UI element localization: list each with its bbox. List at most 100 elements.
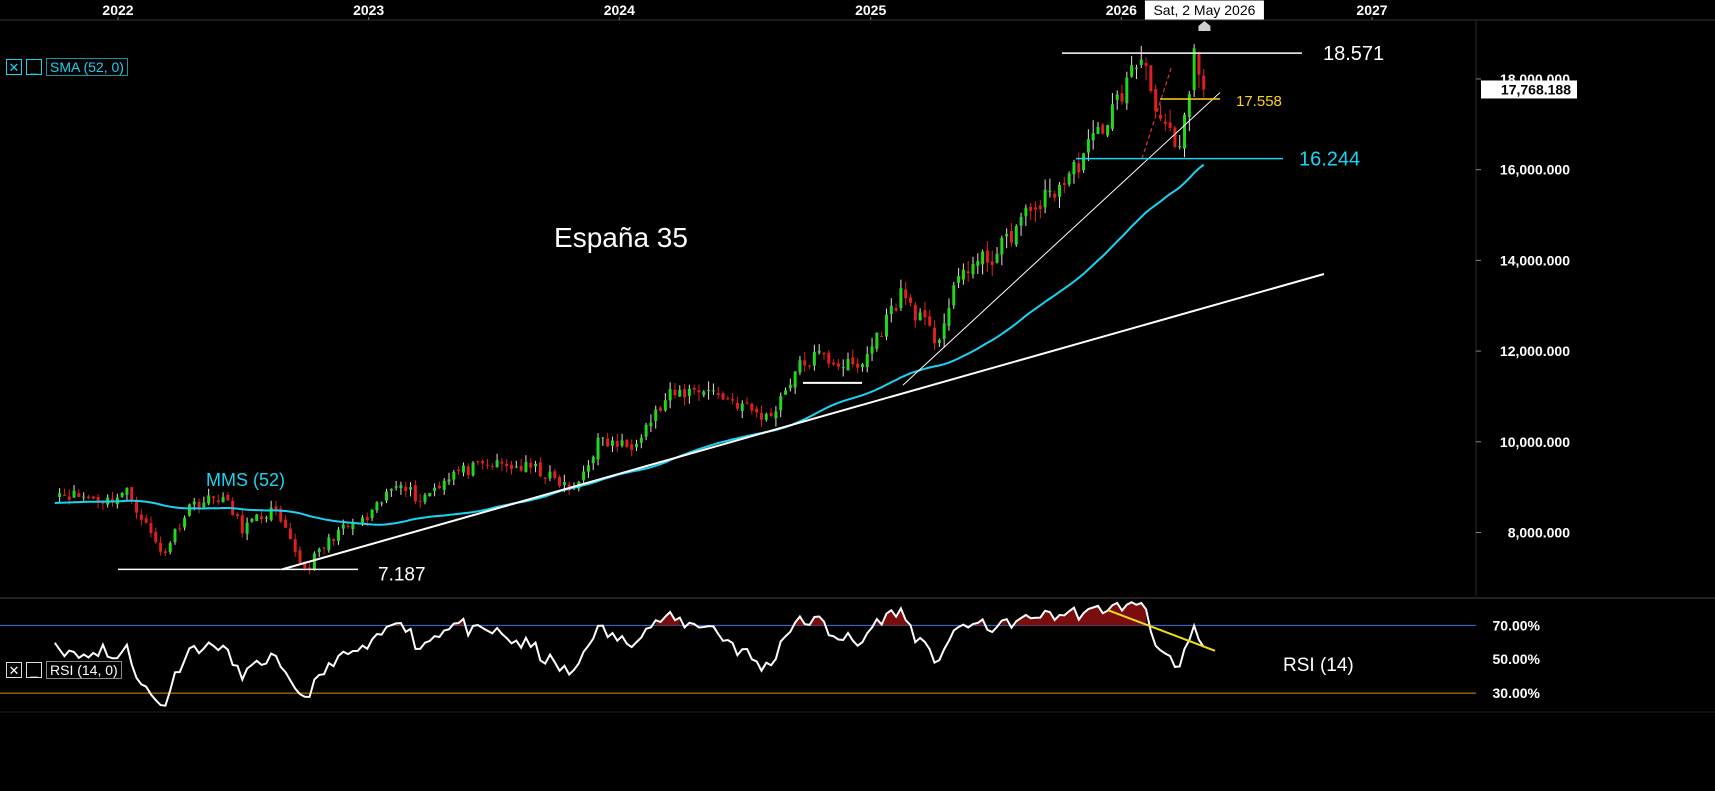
candle-body (928, 316, 932, 326)
y-tick-label: 12,000.000 (1500, 343, 1570, 359)
candle-body (1005, 233, 1009, 237)
candle-body (635, 443, 638, 448)
candle-body (894, 308, 898, 311)
candle-body (553, 471, 557, 478)
candle-body (899, 288, 903, 309)
sma-minimize-button[interactable]: _ (26, 59, 42, 75)
candle-body (67, 496, 71, 500)
candlestick-series (58, 44, 1206, 575)
candle-body (654, 409, 658, 422)
candle-body (1091, 133, 1095, 141)
candle-body (413, 485, 417, 502)
candle-body (82, 496, 86, 498)
candle-body (288, 528, 292, 540)
candle-body (327, 537, 331, 551)
candle-body (1173, 127, 1177, 147)
candle-body (678, 389, 682, 397)
candle-body (668, 389, 672, 401)
candle-body (524, 462, 528, 472)
candle-body (596, 437, 600, 460)
candle-body (154, 531, 158, 543)
candle-body (178, 528, 182, 530)
candle-body (130, 487, 134, 501)
sma-close-button[interactable]: ✕ (6, 59, 22, 75)
candle-body (1202, 75, 1206, 90)
candle-body (264, 517, 268, 519)
candle-body (485, 464, 489, 466)
candle-body (793, 371, 797, 388)
candle-body (211, 496, 215, 499)
candle-body (62, 494, 66, 496)
candle-body (827, 352, 831, 364)
candle-body (558, 476, 562, 486)
candle-body (476, 461, 480, 463)
candle-body (822, 352, 826, 355)
candle-body (308, 567, 312, 569)
candle-body (1134, 67, 1138, 69)
candle-body (942, 323, 946, 339)
candle-body (615, 440, 619, 447)
rsi-trendline (1107, 609, 1216, 652)
rsi-close-button[interactable]: ✕ (6, 662, 22, 678)
rsi-overbought-fill (391, 602, 1147, 626)
candle-body (644, 424, 648, 437)
candle-body (274, 506, 278, 510)
main-pane[interactable]: MMS (52) 18.571 17.558 16.244 7.187 España 35 (54, 20, 1477, 596)
candle-body (168, 543, 172, 552)
candle-body (519, 465, 523, 471)
candle-body (240, 515, 244, 534)
candle-body (591, 457, 595, 464)
price-level-label: 7.187 (378, 564, 426, 585)
dashed-trendline (1141, 65, 1173, 159)
candle-body (1144, 62, 1148, 66)
candle-body (120, 492, 124, 497)
candle-body (750, 403, 754, 411)
candle-body (875, 332, 879, 349)
sma-indicator-label[interactable]: SMA (52, 0) (46, 58, 128, 76)
candle-body (745, 402, 749, 404)
candle-body (404, 486, 408, 491)
candle-body (947, 308, 951, 326)
candle-body (687, 388, 691, 396)
candle-body (1115, 94, 1119, 101)
candle-body (77, 493, 81, 498)
candle-body (1197, 52, 1201, 75)
x-tick-label: 2025 (855, 2, 886, 18)
rsi-minimize-button[interactable]: _ (26, 662, 42, 678)
x-tick-label: 2024 (604, 2, 635, 18)
candle-body (711, 390, 715, 392)
candle-body (1014, 226, 1018, 245)
candle-body (510, 464, 513, 469)
rsi-tick-label: 70.00% (1493, 617, 1541, 633)
candle-body (370, 509, 374, 519)
candle-body (726, 398, 730, 400)
candle-body (442, 480, 446, 490)
rsi-line (53, 601, 1205, 707)
candle-body (284, 519, 288, 528)
candle-body (183, 517, 187, 528)
candle-body (1101, 124, 1105, 134)
candle-body (630, 444, 634, 450)
candle-body (1106, 125, 1110, 136)
candle-body (721, 393, 725, 400)
candle-body (365, 516, 369, 521)
rsi-tick-label: 30.00% (1493, 685, 1541, 701)
candle-body (1067, 173, 1071, 185)
x-tick-label: 2026 (1106, 2, 1137, 18)
candle-body (586, 465, 590, 472)
candle-body (798, 360, 802, 373)
candle-body (447, 479, 451, 482)
candle-body (481, 461, 485, 464)
candle-body (226, 494, 230, 501)
candle-body (428, 492, 432, 497)
candle-body (418, 500, 422, 502)
candle-body (769, 412, 773, 417)
candle-body (1110, 104, 1114, 129)
candle-body (346, 525, 350, 528)
candle-body (808, 365, 812, 367)
candle-body (471, 462, 475, 476)
rsi-pane[interactable]: 70.00% 50.00% 30.00% RSI (14) (0, 597, 1715, 713)
rsi-indicator-label[interactable]: RSI (14, 0) (46, 661, 122, 679)
rsi-pane-label: RSI (14) (1283, 655, 1354, 676)
